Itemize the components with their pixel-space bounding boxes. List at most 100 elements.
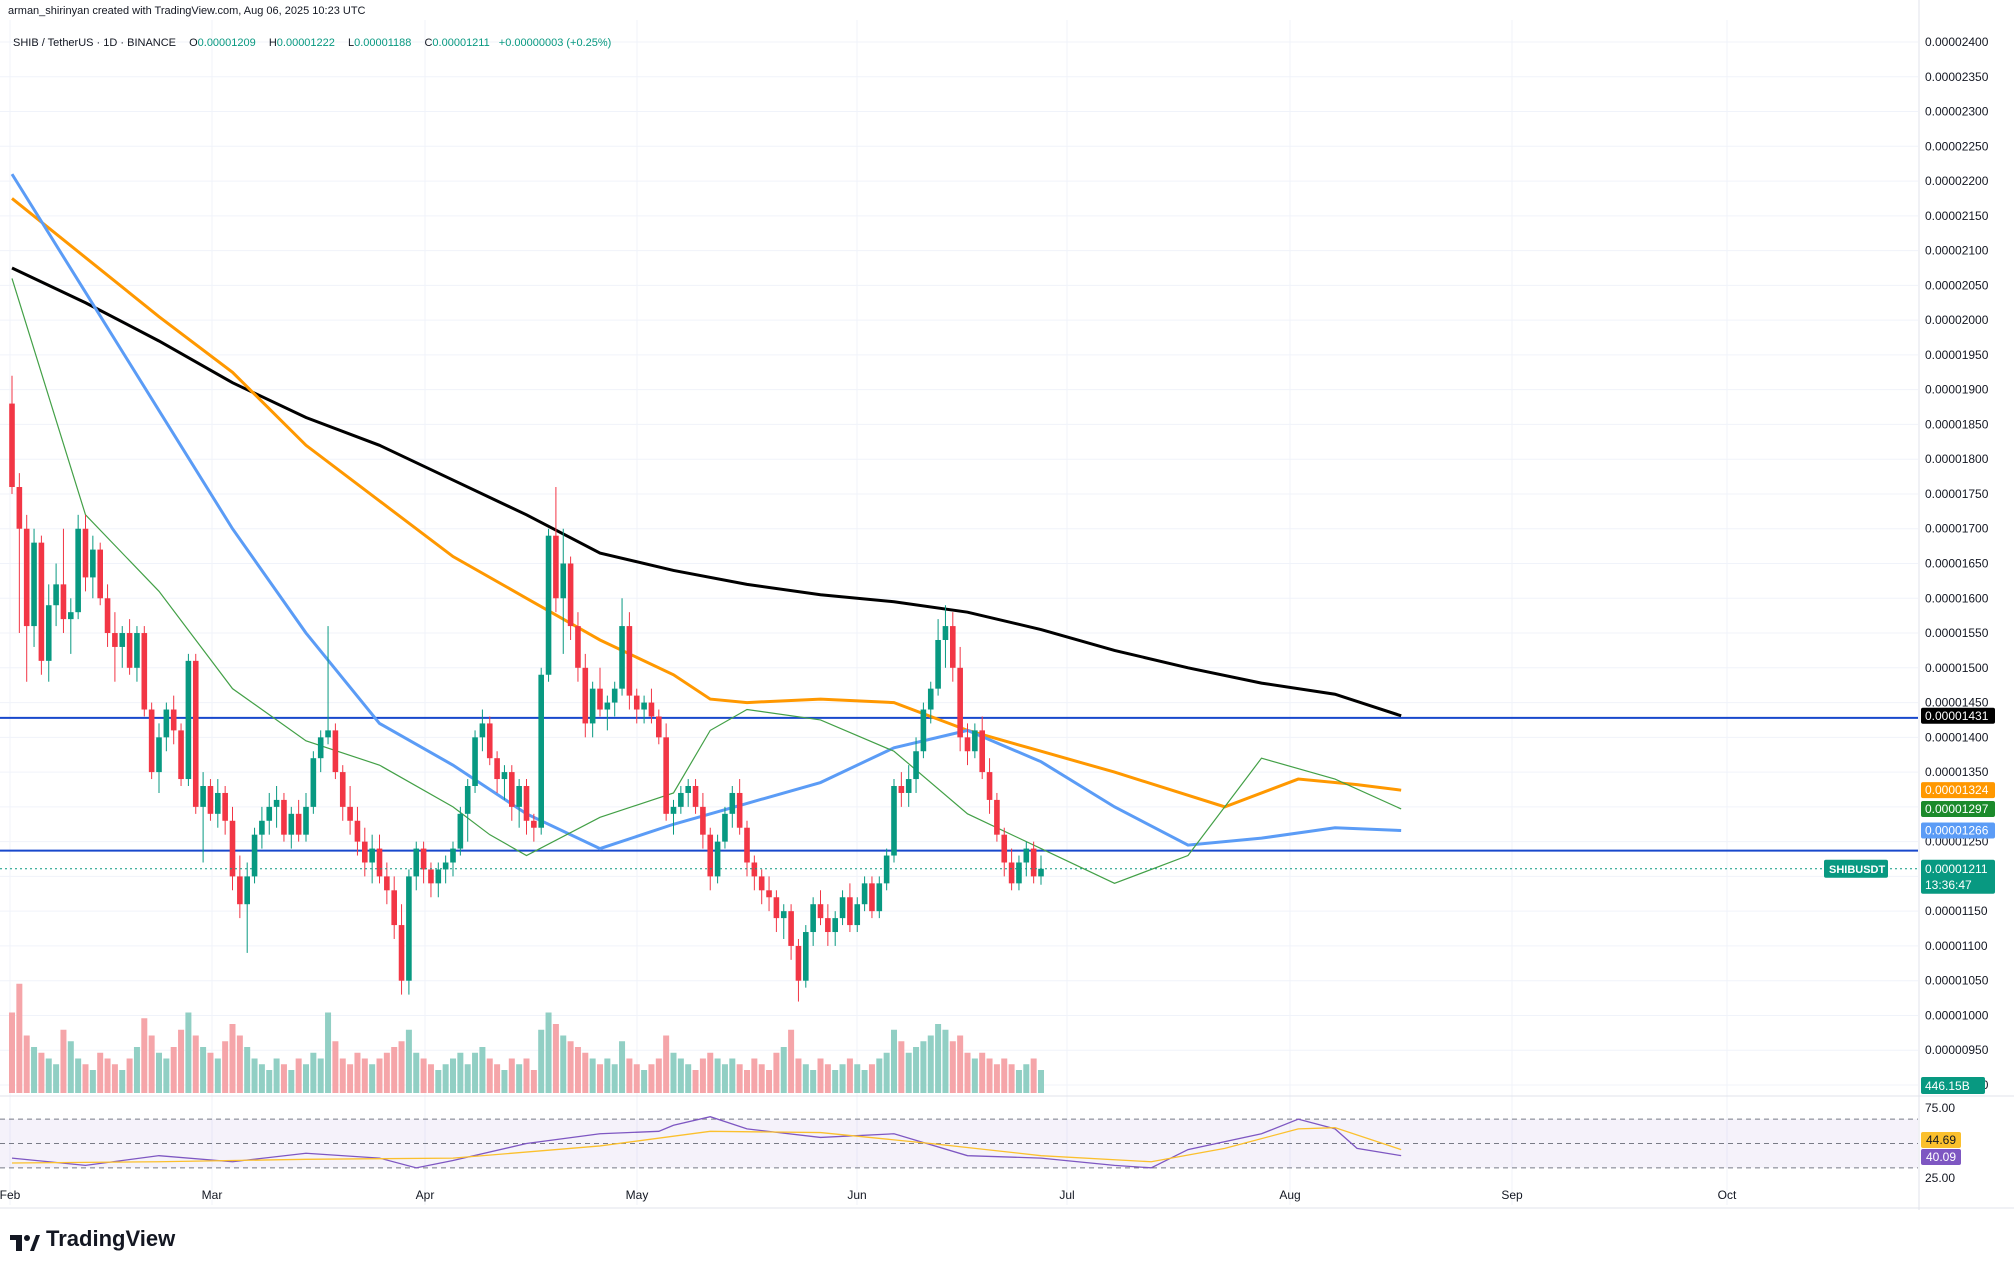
candle-body — [251, 834, 258, 877]
volume-bar — [472, 1052, 479, 1093]
volume-bar — [552, 1024, 559, 1093]
volume-bar — [1008, 1064, 1015, 1093]
candle-body — [126, 633, 133, 668]
price-tick-label: 0.00001450 — [1925, 696, 1989, 710]
candle-body — [604, 702, 611, 710]
volume-bar — [45, 1058, 52, 1093]
candle-body — [861, 883, 868, 905]
candle-body — [611, 688, 618, 703]
candle-body — [207, 786, 214, 814]
candle-body — [979, 730, 985, 773]
volume-bar — [1030, 1058, 1037, 1093]
last-price-label: 0.00001211 — [1925, 862, 1988, 876]
candle-body — [589, 688, 596, 724]
candle-body — [648, 702, 655, 717]
candle-body — [170, 709, 177, 731]
candle-body — [60, 584, 67, 620]
volume-bar — [192, 1035, 199, 1093]
price-marker-box — [1921, 782, 1995, 799]
candle-body — [97, 549, 103, 599]
candle-body — [486, 723, 493, 759]
candle-body — [1038, 868, 1044, 877]
candle-body — [898, 786, 905, 793]
price-tick-label: 0.00000950 — [1925, 1043, 1989, 1057]
brand-name: TradingView — [46, 1226, 176, 1251]
candle-body — [656, 716, 662, 738]
price-marker-box — [1921, 707, 1995, 724]
volume-bar — [450, 1058, 456, 1093]
tradingview-brand[interactable]: TradingView — [10, 1226, 175, 1252]
candle-body — [428, 869, 434, 884]
candle-body — [883, 855, 890, 884]
close-value: 0.00001211 — [432, 37, 490, 49]
price-axis[interactable]: 0.00002400 0.00002350 0.00002300 0.00002250… — [1824, 0, 1995, 1210]
candle-body — [758, 876, 765, 891]
volume-bar — [979, 1052, 986, 1093]
candle-body — [847, 897, 853, 926]
candle-body — [450, 848, 456, 863]
candle-body — [942, 626, 949, 640]
volume-bar — [986, 1058, 993, 1093]
candle-body — [391, 890, 397, 926]
price-tick-label: 0.00001650 — [1925, 557, 1989, 571]
volume-bar — [391, 1047, 398, 1093]
price-tick-label: 0.00001700 — [1925, 522, 1989, 536]
candle-body — [913, 751, 919, 780]
candle-body — [9, 403, 15, 488]
volume-bar — [626, 1058, 633, 1093]
price-tick-label: 0.00001050 — [1925, 974, 1989, 988]
time-axis[interactable]: Feb Mar Apr May Jun Jul Aug Sep Oct — [0, 1188, 2014, 1209]
price-tick-label: 0.00002400 — [1925, 35, 1989, 49]
candle-body — [1001, 834, 1008, 863]
price-tick-label: 0.00002200 — [1925, 174, 1989, 188]
candle-body — [266, 806, 273, 821]
candle-body — [215, 792, 221, 814]
volume-bar — [883, 1052, 890, 1093]
candle-body — [413, 848, 420, 877]
candle-body — [237, 876, 243, 905]
candle-body — [229, 820, 236, 877]
volume-bar — [97, 1052, 104, 1093]
volume-bar — [185, 1012, 192, 1093]
volume-bar — [670, 1052, 677, 1093]
candle-body — [692, 786, 699, 807]
month-tick-label: Aug — [1279, 1188, 1300, 1202]
candle-body — [972, 730, 978, 752]
volume-bar — [494, 1064, 501, 1093]
volume-bar — [780, 1047, 787, 1093]
volume-bar — [75, 1058, 82, 1093]
candle-body — [288, 813, 295, 835]
month-tick-label: Jun — [847, 1188, 866, 1202]
candle-body — [38, 542, 45, 661]
volume-bar — [773, 1052, 780, 1093]
volume-bar — [361, 1058, 368, 1093]
candle-body — [927, 688, 934, 710]
candle-body — [332, 730, 339, 773]
volume-bar — [633, 1064, 640, 1093]
rsi-value-box — [1921, 1149, 1961, 1165]
symbol-label[interactable]: SHIB / TetherUS · 1D · BINANCE — [13, 37, 177, 49]
volume-bar — [560, 1035, 567, 1093]
volume-bar — [413, 1052, 420, 1093]
candle-body — [597, 688, 603, 710]
rsi-value: 40.09 — [1926, 1150, 1956, 1164]
month-tick-label: Oct — [1718, 1188, 1737, 1202]
volume-bar — [993, 1064, 1000, 1093]
candle-body — [244, 876, 250, 905]
volume-bar — [317, 1058, 324, 1093]
volume-bar — [310, 1052, 317, 1093]
volume-bar — [347, 1064, 354, 1093]
volume-bar — [611, 1064, 618, 1093]
volume-bar — [442, 1064, 449, 1093]
volume-bar — [729, 1058, 736, 1093]
volume-bar — [714, 1058, 721, 1093]
price-marker-box — [1921, 800, 1995, 817]
price-tick-label: 0.00001000 — [1925, 1008, 1989, 1022]
high-key: H — [268, 37, 277, 49]
volume-bar — [876, 1058, 883, 1093]
candle-body — [369, 848, 375, 863]
candle-body — [891, 786, 897, 856]
volume-bar — [677, 1058, 684, 1093]
open-key: O — [189, 37, 198, 49]
